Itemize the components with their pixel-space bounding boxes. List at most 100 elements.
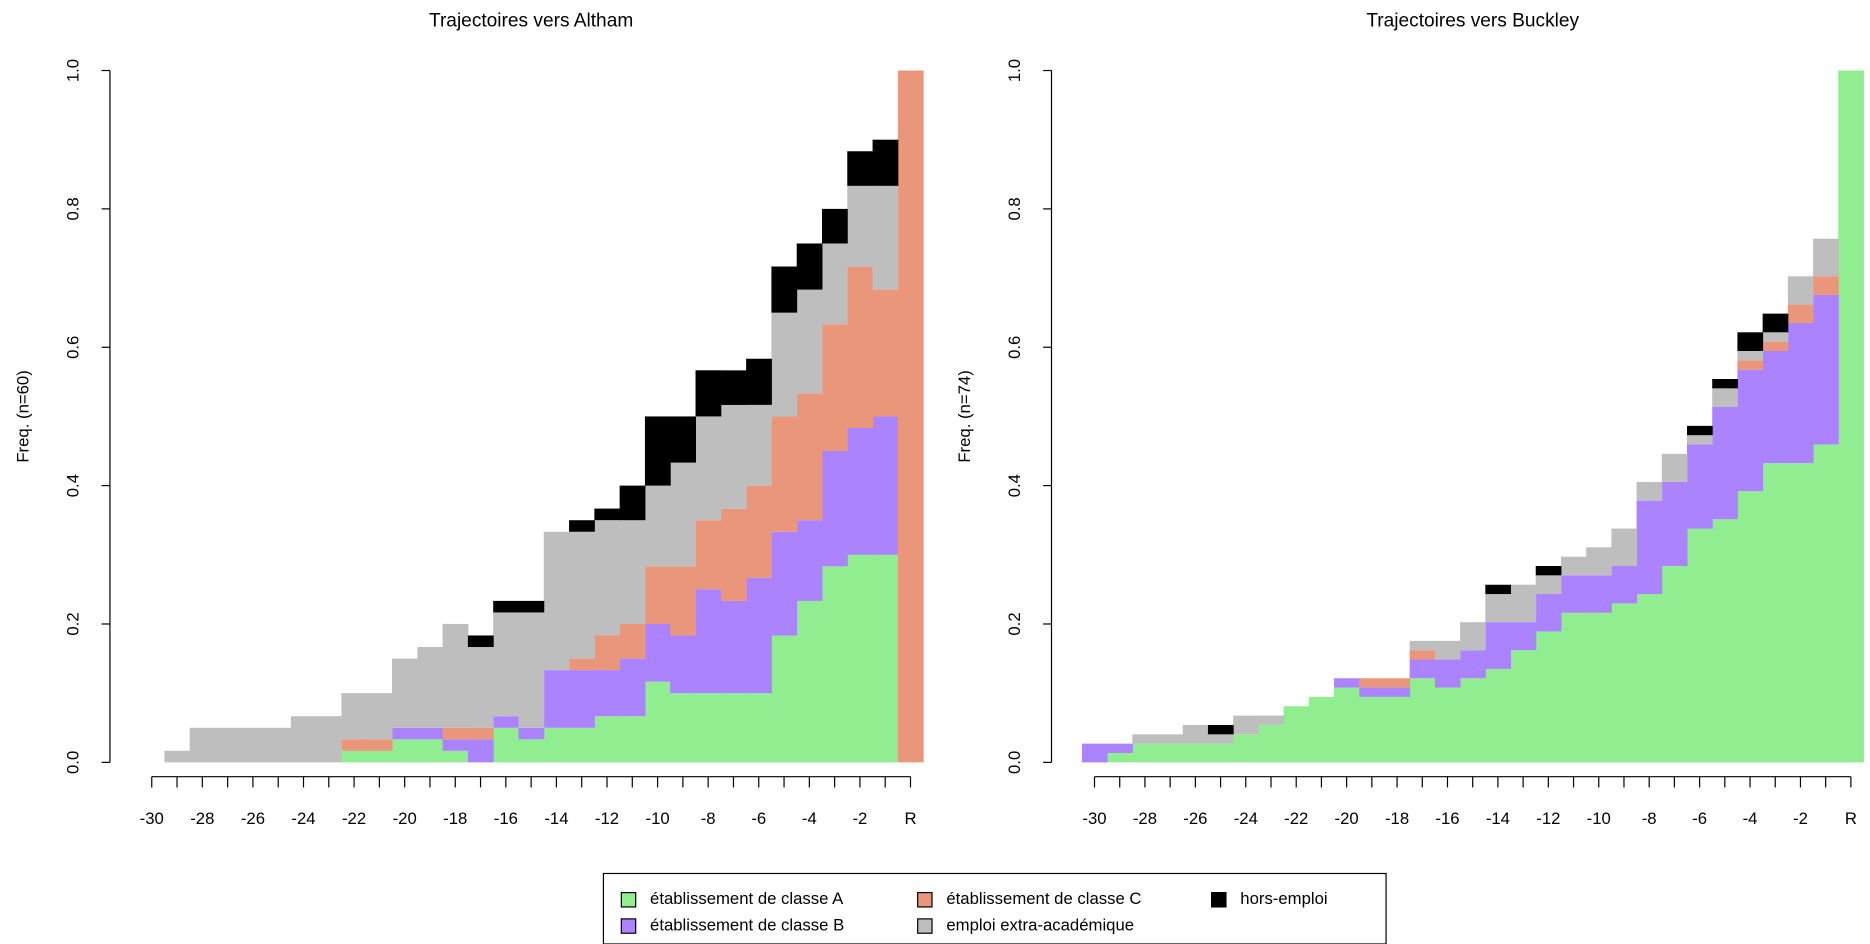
bar-segment (1636, 594, 1663, 763)
bar-segment (189, 727, 216, 763)
legend-swatch (620, 918, 637, 934)
bar-segment (1157, 734, 1184, 744)
bar-segment (1182, 743, 1209, 763)
x-tick-label: -22 (342, 809, 366, 828)
bar-segment (1813, 276, 1839, 295)
bar-segment (1409, 659, 1436, 679)
x-tick-label: -26 (1183, 809, 1207, 828)
bar-segment (1233, 734, 1259, 763)
bar-segment (670, 693, 697, 763)
bar-segment (1207, 734, 1234, 744)
bar-segment (771, 416, 798, 532)
bar-segment (493, 612, 519, 717)
bar-segment (518, 612, 545, 728)
bar-segment (1434, 640, 1461, 660)
bar-segment (1409, 678, 1436, 763)
bar-segment (1611, 603, 1638, 763)
bar-segment (316, 716, 342, 763)
x-tick-label: -30 (140, 809, 164, 828)
bar-segment (1661, 453, 1688, 482)
bar-segment (872, 139, 899, 186)
bar-segment (670, 635, 697, 694)
bar-segment (1813, 238, 1839, 277)
y-tick-label: 0.2 (1005, 612, 1024, 635)
bar-segment (1460, 622, 1486, 651)
bar-segment (569, 670, 595, 728)
y-tick-label: 0.0 (1005, 751, 1024, 774)
bar-segment (771, 635, 798, 763)
bar-segment (1132, 743, 1159, 763)
bar-segment (1107, 743, 1133, 754)
bar-segment (1787, 322, 1814, 464)
legend-swatch (917, 918, 933, 934)
bar-segment (1737, 369, 1764, 492)
bar-segment (543, 727, 570, 763)
bar-segment (366, 739, 393, 751)
x-tick-label: -10 (646, 809, 670, 828)
bar-segment (569, 658, 595, 671)
x-tick-label: -24 (1234, 809, 1258, 828)
bar-segment (1611, 528, 1638, 567)
legend-swatch (620, 892, 637, 908)
bar-segment (366, 750, 393, 763)
x-tick-label: -4 (802, 809, 817, 828)
bar-segment (1712, 519, 1738, 763)
bar-segment (1636, 500, 1663, 595)
bar-segment (1334, 678, 1360, 688)
x-tick-label: -20 (1335, 809, 1359, 828)
legend-swatch (1211, 892, 1227, 908)
bar-segment (1712, 407, 1738, 520)
bar-segment (1485, 584, 1511, 595)
bar-segment (619, 485, 646, 521)
bar-segment (1586, 612, 1612, 763)
bar-segment (493, 716, 519, 728)
bar-segment (569, 520, 595, 532)
bar-segment (695, 589, 722, 694)
bar-segment (644, 681, 671, 763)
bar-segment (1762, 313, 1789, 333)
bar-segment (1762, 463, 1789, 763)
bar-segment (341, 693, 368, 740)
bar-segment (594, 508, 621, 521)
bar-segment (1308, 696, 1335, 763)
bar-segment (1813, 444, 1839, 763)
y-tick-label: 1.0 (64, 59, 83, 82)
bar-segment (1359, 687, 1385, 697)
bar-segment (493, 727, 519, 763)
bar-segment (1334, 687, 1360, 763)
bar-segment (746, 485, 772, 578)
bar-segment (1687, 435, 1713, 445)
bar-segment (1409, 640, 1436, 651)
bar-segment (1762, 350, 1789, 464)
bar-segment (720, 693, 747, 763)
x-tick-label: -26 (241, 809, 265, 828)
bar-segment (821, 208, 848, 244)
bar-segment (644, 566, 671, 624)
bar-segment (392, 727, 418, 740)
bar-segment (1258, 715, 1285, 725)
x-tick-label: -28 (1133, 809, 1157, 828)
bar-segment (467, 647, 494, 728)
bar-segment (493, 600, 519, 613)
bar-segment (1787, 304, 1814, 323)
bar-segment (695, 416, 722, 521)
bar-segment (644, 416, 671, 486)
bar-segment (1586, 547, 1612, 576)
x-tick-label: -24 (291, 809, 315, 828)
bar-segment (872, 289, 899, 417)
bar-segment (796, 393, 823, 521)
bar-segment (821, 566, 848, 763)
bar-segment (518, 727, 545, 740)
chart-title: Trajectoires vers Altham (429, 11, 633, 32)
bar-segment (695, 370, 722, 417)
x-tick-label: -8 (701, 809, 716, 828)
bar-segment (341, 739, 368, 751)
bar-segment (1434, 687, 1461, 763)
bar-segment (467, 739, 494, 763)
bar-segment (644, 485, 671, 567)
bar-segment (670, 416, 697, 463)
bar-segment (366, 693, 393, 740)
bar-segment (1207, 724, 1234, 735)
bar-segment (1586, 575, 1612, 613)
bar-segment (847, 554, 874, 763)
